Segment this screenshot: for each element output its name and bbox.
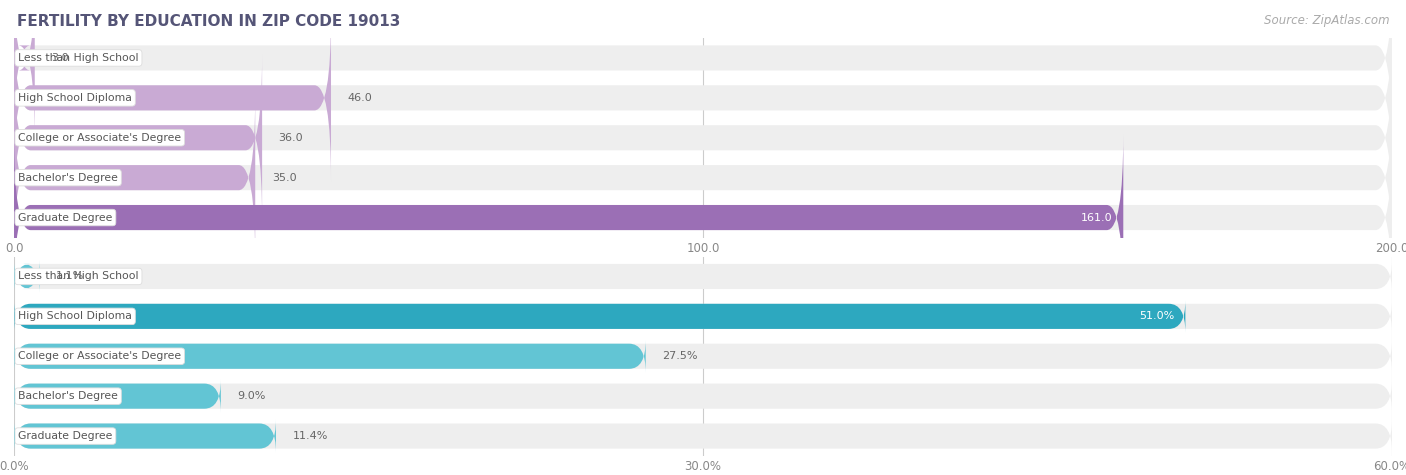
FancyBboxPatch shape bbox=[14, 134, 1123, 301]
Text: College or Associate's Degree: College or Associate's Degree bbox=[18, 351, 181, 361]
FancyBboxPatch shape bbox=[14, 15, 330, 181]
Text: Less than High School: Less than High School bbox=[18, 271, 139, 282]
FancyBboxPatch shape bbox=[14, 420, 276, 452]
Text: 36.0: 36.0 bbox=[278, 133, 304, 143]
FancyBboxPatch shape bbox=[14, 134, 1392, 301]
Text: 11.4%: 11.4% bbox=[292, 431, 328, 441]
Text: Bachelor's Degree: Bachelor's Degree bbox=[18, 172, 118, 183]
Text: 3.0: 3.0 bbox=[51, 53, 69, 63]
FancyBboxPatch shape bbox=[14, 380, 221, 412]
Text: 161.0: 161.0 bbox=[1081, 212, 1112, 223]
FancyBboxPatch shape bbox=[14, 55, 262, 221]
FancyBboxPatch shape bbox=[14, 95, 1392, 261]
FancyBboxPatch shape bbox=[14, 0, 35, 141]
Text: Graduate Degree: Graduate Degree bbox=[18, 212, 112, 223]
FancyBboxPatch shape bbox=[14, 340, 645, 372]
FancyBboxPatch shape bbox=[14, 95, 256, 261]
FancyBboxPatch shape bbox=[14, 380, 1392, 412]
Text: High School Diploma: High School Diploma bbox=[18, 311, 132, 322]
FancyBboxPatch shape bbox=[14, 420, 1392, 452]
Text: 1.1%: 1.1% bbox=[56, 271, 84, 282]
FancyBboxPatch shape bbox=[14, 15, 1392, 181]
Text: College or Associate's Degree: College or Associate's Degree bbox=[18, 133, 181, 143]
Text: 27.5%: 27.5% bbox=[662, 351, 697, 361]
FancyBboxPatch shape bbox=[14, 340, 1392, 372]
Text: 9.0%: 9.0% bbox=[238, 391, 266, 401]
Text: 46.0: 46.0 bbox=[347, 93, 373, 103]
FancyBboxPatch shape bbox=[14, 0, 1392, 141]
Text: FERTILITY BY EDUCATION IN ZIP CODE 19013: FERTILITY BY EDUCATION IN ZIP CODE 19013 bbox=[17, 14, 401, 29]
FancyBboxPatch shape bbox=[14, 300, 1392, 332]
FancyBboxPatch shape bbox=[14, 55, 1392, 221]
Text: 35.0: 35.0 bbox=[271, 172, 297, 183]
Text: Less than High School: Less than High School bbox=[18, 53, 139, 63]
FancyBboxPatch shape bbox=[14, 300, 1185, 332]
Text: Source: ZipAtlas.com: Source: ZipAtlas.com bbox=[1264, 14, 1389, 27]
Text: 51.0%: 51.0% bbox=[1139, 311, 1174, 322]
FancyBboxPatch shape bbox=[14, 260, 1392, 293]
Text: High School Diploma: High School Diploma bbox=[18, 93, 132, 103]
Text: Graduate Degree: Graduate Degree bbox=[18, 431, 112, 441]
Text: Bachelor's Degree: Bachelor's Degree bbox=[18, 391, 118, 401]
FancyBboxPatch shape bbox=[14, 260, 39, 293]
